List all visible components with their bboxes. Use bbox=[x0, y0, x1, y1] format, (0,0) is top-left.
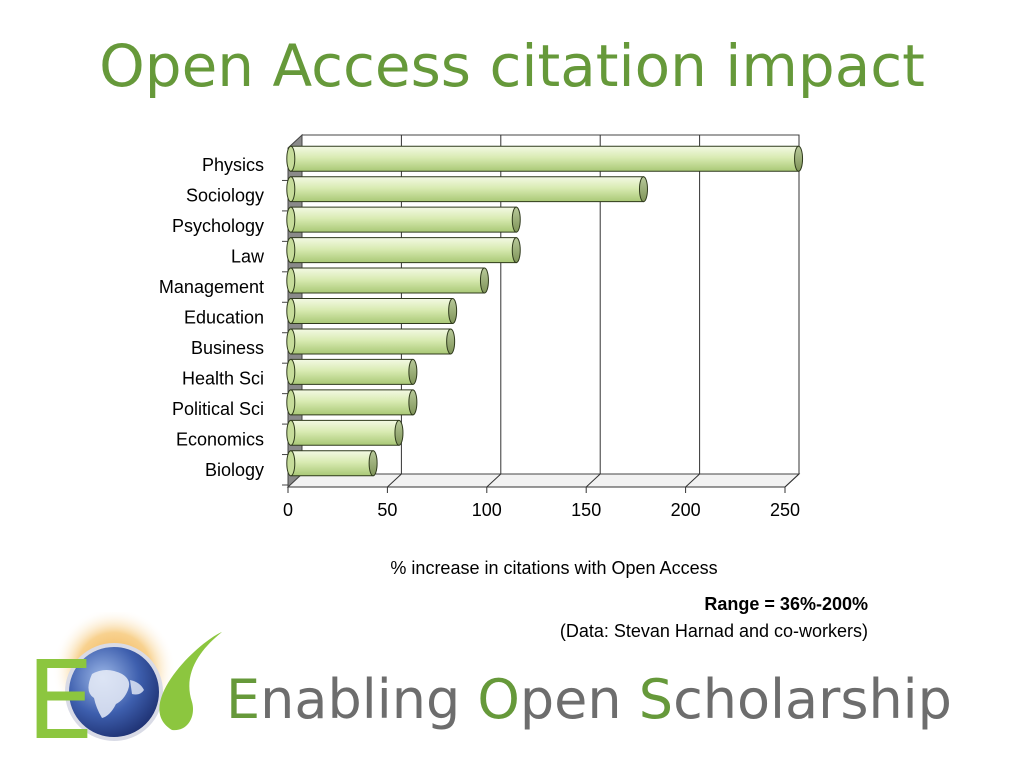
footer-word-3: cholarship bbox=[673, 668, 952, 731]
bar-base-cap bbox=[286, 450, 296, 477]
x-tick-label: 50 bbox=[377, 500, 397, 520]
footer-letter-e: E bbox=[226, 668, 261, 731]
category-label: Physics bbox=[202, 155, 264, 175]
bar-end-cap bbox=[408, 358, 418, 385]
bar-end-cap bbox=[511, 206, 521, 233]
category-label: Political Sci bbox=[172, 399, 264, 419]
footer-letter-s: S bbox=[638, 668, 674, 731]
bar-end-cap bbox=[408, 389, 418, 416]
gridline-floor bbox=[784, 473, 800, 488]
logo-letter: E bbox=[26, 639, 94, 762]
bar bbox=[290, 419, 400, 446]
bar-base-cap bbox=[286, 419, 296, 446]
category-label: Sociology bbox=[186, 186, 264, 206]
x-tick-label: 0 bbox=[283, 500, 293, 520]
bar bbox=[290, 328, 452, 355]
bar-end-cap bbox=[638, 176, 648, 203]
logo-swoosh bbox=[159, 632, 222, 731]
bar bbox=[290, 358, 414, 385]
x-tick-labels: 0 50 100 150 200 250 bbox=[283, 500, 800, 520]
eos-logo: E bbox=[26, 612, 222, 762]
footer-word-2: pen bbox=[519, 668, 639, 731]
bar-base-cap bbox=[286, 206, 296, 233]
bar-end-cap bbox=[794, 145, 804, 172]
bar bbox=[290, 237, 517, 264]
bar-end-cap bbox=[448, 298, 458, 324]
globe-icon bbox=[65, 643, 163, 741]
category-label: Education bbox=[184, 308, 264, 328]
category-label: Economics bbox=[176, 429, 264, 449]
x-axis-label: % increase in citations with Open Access bbox=[390, 558, 718, 578]
range-note: Range = 36%-200% bbox=[704, 594, 868, 614]
category-label: Business bbox=[191, 338, 264, 358]
category-label: Psychology bbox=[172, 216, 264, 236]
category-labels: Physics Sociology Psychology Law Management E… bbox=[159, 155, 265, 480]
bar-end-cap bbox=[446, 328, 456, 355]
bar bbox=[290, 176, 644, 203]
category-label: Health Sci bbox=[182, 368, 264, 388]
gridline-floor bbox=[685, 473, 700, 488]
bar-end-cap bbox=[394, 419, 404, 446]
category-label: Biology bbox=[205, 460, 264, 480]
bar bbox=[290, 267, 485, 294]
bar bbox=[290, 145, 800, 172]
footer-word-1: nabling bbox=[260, 668, 478, 731]
bar bbox=[290, 298, 454, 324]
bar-base-cap bbox=[286, 389, 296, 416]
category-label: Law bbox=[231, 247, 265, 267]
bar-base-cap bbox=[286, 358, 296, 385]
footer-tagline: Enabling Open Scholarship bbox=[226, 668, 952, 731]
x-tick-label: 250 bbox=[770, 500, 800, 520]
bar-end-cap bbox=[511, 237, 521, 264]
bar-base-cap bbox=[286, 328, 296, 355]
x-tick-label: 150 bbox=[571, 500, 601, 520]
bars bbox=[286, 145, 804, 477]
footer-letter-o: O bbox=[477, 668, 520, 731]
bar-base-cap bbox=[286, 145, 296, 172]
bar-end-cap bbox=[479, 267, 489, 294]
bar-end-cap bbox=[368, 450, 378, 477]
bar bbox=[290, 450, 374, 477]
gridline-floor bbox=[486, 473, 502, 488]
bar-base-cap bbox=[286, 267, 296, 294]
bar-base-cap bbox=[286, 298, 296, 324]
gridline-floor bbox=[585, 473, 601, 488]
bar-base-cap bbox=[286, 237, 296, 264]
bar bbox=[290, 389, 414, 416]
bar bbox=[290, 206, 517, 233]
bar-base-cap bbox=[286, 176, 296, 203]
x-tick-label: 100 bbox=[472, 500, 502, 520]
gridline-floor bbox=[387, 473, 402, 488]
source-note: (Data: Stevan Harnad and co-workers) bbox=[559, 621, 868, 641]
x-tick-label: 200 bbox=[671, 500, 701, 520]
slide-title: Open Access citation impact bbox=[99, 32, 925, 100]
category-label: Management bbox=[159, 277, 264, 297]
bar-chart: Physics Sociology Psychology Law Management E… bbox=[159, 133, 804, 520]
